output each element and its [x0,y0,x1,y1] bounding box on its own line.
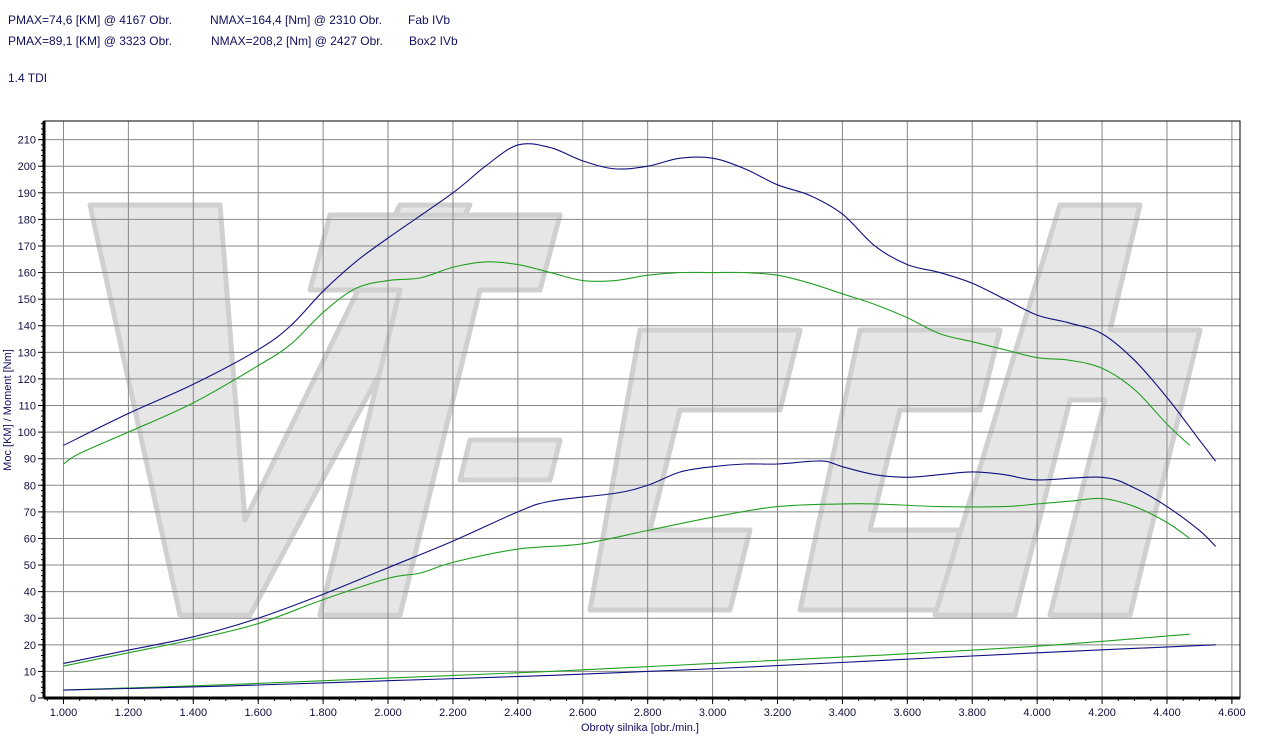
y-tick-label: 140 [18,321,36,333]
x-axis-label: Obroty silnika [obr./min.] [581,722,699,734]
x-tick-label: 4.400 [1153,707,1181,719]
y-tick-label: 130 [18,347,36,359]
x-tick-label: 1.200 [115,707,143,719]
series-line-2 [63,460,1217,664]
y-tick-label: 60 [24,533,36,545]
x-tick-label: 1.000 [50,707,78,719]
y-tick-label: 70 [24,507,36,519]
y-tick-label: 40 [24,587,36,599]
x-tick-label: 4.000 [1023,707,1051,719]
y-tick-label: 190 [18,188,36,200]
run-name-fab: Fab IVb [408,13,451,27]
x-tick-label: 2.600 [569,707,597,719]
y-tick-label: 10 [24,666,36,678]
x-tick-label: 1.600 [244,707,272,719]
engine-label: 1.4 TDI [8,71,48,85]
curves [63,143,1217,691]
x-tick-label: 3.600 [894,707,922,719]
x-tick-label: 2.800 [634,707,662,719]
x-tick-label: 4.200 [1088,707,1116,719]
y-axis-label: Moc [KM] / Moment [Nm] [2,349,14,471]
x-tick-label: 2.200 [439,707,467,719]
series-line-0 [63,143,1217,462]
x-tick-label: 3.400 [829,707,857,719]
x-tick-label: 2.400 [504,707,532,719]
y-tick-label: 100 [18,427,36,439]
x-tick-label: 1.800 [309,707,337,719]
y-tick-label: 50 [24,560,36,572]
y-tick-label: 170 [18,241,36,253]
x-tick-label: 3.000 [699,707,727,719]
y-tick-label: 200 [18,161,36,173]
axes: 1.000 1.200 1.400 1.600 1.800 2.000 2.200 2.400… [18,120,1246,719]
nmax-box2: NMAX=208,2 [Nm] @ 2427 Obr. [211,34,383,48]
series-line-4 [63,633,1190,691]
y-tick-label: 90 [24,454,36,466]
series-line-1 [63,261,1191,465]
y-tick-label: 210 [18,135,36,147]
y-tick-label: 30 [24,613,36,625]
y-tick-label: 120 [18,374,36,386]
x-tick-label: 4.600 [1218,707,1246,719]
nmax-fab: NMAX=164,4 [Nm] @ 2310 Obr. [210,13,382,27]
x-tick-label: 3.800 [958,707,986,719]
y-tick-label: 160 [18,268,36,280]
x-tick-label: 3.200 [764,707,792,719]
pmax-box2: PMAX=89,1 [KM] @ 3323 Obr. [8,34,172,48]
x-tick-label: 1.400 [180,707,208,719]
y-tick-label: 0 [30,693,36,705]
series-line-3 [63,497,1191,667]
y-tick-label: 150 [18,294,36,306]
pmax-fab: PMAX=74,6 [KM] @ 4167 Obr. [8,13,172,27]
vtech-watermark-logo [87,202,1203,618]
x-tick-label: 2.000 [374,707,402,719]
y-tick-label: 20 [24,640,36,652]
y-tick-label: 80 [24,480,36,492]
series-line-5 [63,644,1216,691]
y-tick-label: 180 [18,214,36,226]
run-name-box2: Box2 IVb [409,34,458,48]
y-tick-label: 110 [18,401,36,413]
